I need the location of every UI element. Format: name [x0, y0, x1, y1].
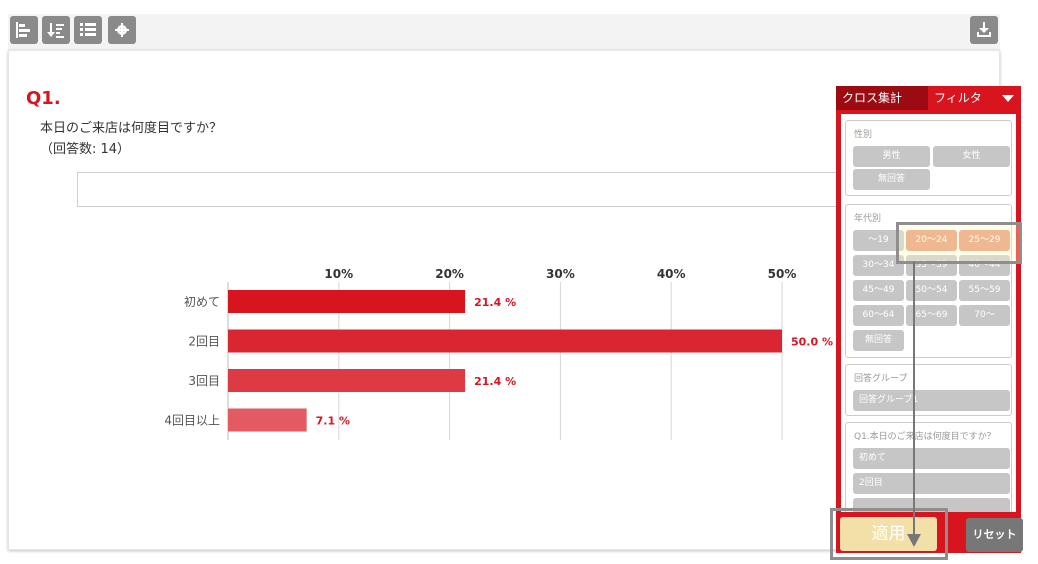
- question-text: 本日のご来店は何度目ですか？: [40, 121, 223, 136]
- chip-q1-option[interactable]: 2回目: [853, 473, 1010, 494]
- chip-age[interactable]: 30〜34: [853, 255, 904, 276]
- toolbar: [8, 14, 1000, 50]
- chevron-down-icon[interactable]: [1002, 95, 1014, 102]
- chip-age[interactable]: 70〜: [959, 305, 1010, 326]
- tab-cross-tabulation[interactable]: クロス集計: [836, 86, 928, 110]
- sort-desc-icon[interactable]: [42, 16, 70, 44]
- chip-age[interactable]: 無回答: [853, 330, 904, 351]
- chart-tick-label: 30%: [546, 267, 575, 281]
- chip-female[interactable]: 女性: [933, 146, 1010, 167]
- reset-button[interactable]: リセット: [966, 518, 1023, 552]
- group-title: Q1.本日のご来店は何度目ですか？: [854, 432, 996, 442]
- list-icon[interactable]: [74, 16, 102, 44]
- group-title: 回答グループ: [854, 374, 908, 384]
- chip-no-answer[interactable]: 無回答: [853, 169, 930, 190]
- chart-value-label: 21.4 %: [474, 375, 516, 388]
- chart-value-label: 7.1 %: [316, 415, 350, 428]
- chip-age-selected[interactable]: 25〜29: [959, 230, 1010, 251]
- group-age: 年代別 〜19 20〜24 25〜29 30〜34 35〜39 40〜44 45…: [845, 204, 1012, 358]
- chart-tick-label: 50%: [768, 267, 797, 281]
- chip-age[interactable]: 40〜44: [959, 255, 1010, 276]
- tab-filter[interactable]: フィルタ: [934, 91, 982, 105]
- chip-age[interactable]: 60〜64: [853, 305, 904, 326]
- chart-tick-label: 40%: [657, 267, 686, 281]
- bar-chart-icon[interactable]: [10, 16, 38, 44]
- question-number: Q1.: [26, 88, 61, 109]
- chart-category-label: 初めて: [184, 295, 220, 309]
- chart-category-label: 2回目: [188, 335, 220, 349]
- side-panel: クロス集計 フィルタ 性別 男性 女性 無回答 年代別 〜19 20〜24 25…: [836, 86, 1021, 553]
- chip-age[interactable]: 65〜69: [906, 305, 957, 326]
- chip-age[interactable]: 50〜54: [906, 280, 957, 301]
- chip-q1-option[interactable]: 初めて: [853, 448, 1010, 469]
- response-count: （回答数: 14）: [40, 142, 131, 157]
- chart-category-label: 4回目以上: [164, 414, 220, 428]
- chip-age[interactable]: 35〜39: [906, 255, 957, 276]
- highlight-apply-button: [830, 508, 948, 560]
- filter-condition-box: [77, 172, 842, 207]
- chart-bar: [228, 329, 782, 353]
- chart-tick-label: 20%: [435, 267, 464, 281]
- group-q1: Q1.本日のご来店は何度目ですか？ 初めて 2回目: [845, 422, 1012, 512]
- highlight-age-selection: [896, 222, 1022, 264]
- report-card: [8, 50, 1000, 550]
- chart-tick-label: 10%: [324, 267, 353, 281]
- group-gender: 性別 男性 女性 無回答: [845, 120, 1012, 196]
- chip-male[interactable]: 男性: [853, 146, 930, 167]
- chip-age-selected[interactable]: 20〜24: [906, 230, 957, 251]
- chip-age[interactable]: 55〜59: [959, 280, 1010, 301]
- group-title: 年代別: [854, 214, 882, 224]
- chart-bar: [228, 290, 466, 313]
- side-tabs: クロス集計 フィルタ: [836, 86, 1021, 110]
- download-icon[interactable]: [970, 16, 998, 44]
- chip-answer-group[interactable]: 回答グループ1: [853, 390, 1010, 411]
- group-title: 性別: [854, 130, 873, 140]
- chip-age[interactable]: 〜19: [853, 230, 904, 251]
- gear-icon[interactable]: [108, 16, 136, 44]
- filter-list[interactable]: 性別 男性 女性 無回答 年代別 〜19 20〜24 25〜29 30〜34 3…: [841, 114, 1016, 512]
- chart-value-label: 50.0 %: [791, 336, 833, 349]
- chart-bar: [228, 369, 466, 392]
- chart-value-label: 21.4 %: [474, 296, 516, 309]
- chip-age[interactable]: 45〜49: [853, 280, 904, 301]
- chart-category-label: 3回目: [188, 374, 220, 388]
- chart-bar: [228, 408, 307, 432]
- group-answer-group: 回答グループ 回答グループ1: [845, 364, 1012, 416]
